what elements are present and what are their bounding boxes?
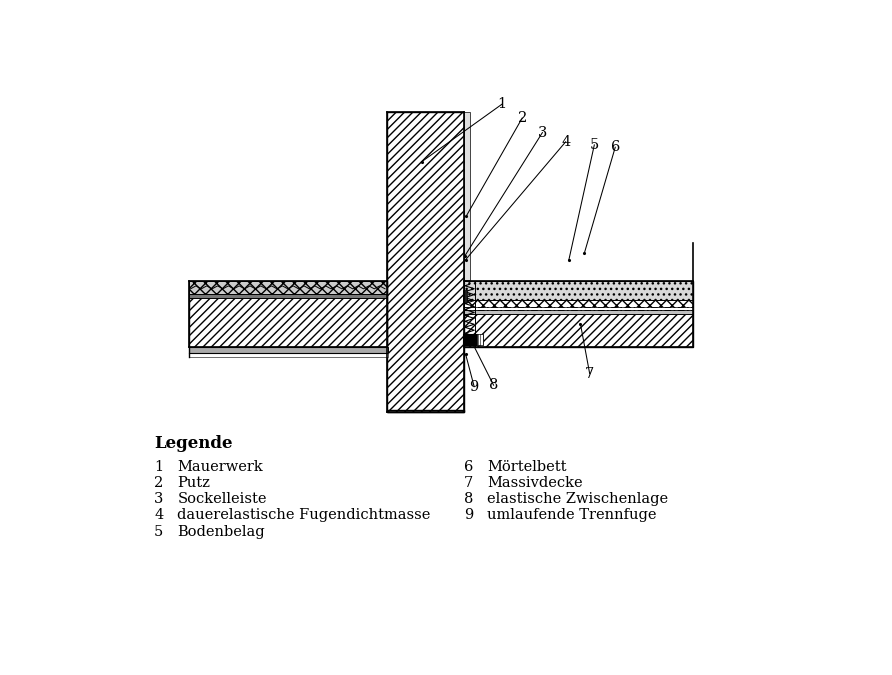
Bar xyxy=(464,300,693,310)
Text: 8: 8 xyxy=(489,378,499,392)
Text: 9: 9 xyxy=(469,380,479,394)
Bar xyxy=(189,294,386,298)
Bar xyxy=(386,112,464,412)
Text: dauerelastische Fugendichtmasse: dauerelastische Fugendichtmasse xyxy=(178,508,431,522)
Bar xyxy=(464,112,469,279)
Text: Bodenbelag: Bodenbelag xyxy=(178,524,265,539)
Text: 2: 2 xyxy=(517,111,527,125)
Text: 4: 4 xyxy=(154,508,163,522)
Text: Mörtelbett: Mörtelbett xyxy=(487,460,567,474)
Text: Mauerwerk: Mauerwerk xyxy=(178,460,263,474)
Bar xyxy=(476,334,483,345)
Text: 2: 2 xyxy=(154,476,163,490)
Bar xyxy=(463,290,467,302)
Text: 8: 8 xyxy=(464,492,474,506)
Bar xyxy=(464,310,693,315)
Text: 4: 4 xyxy=(561,135,570,148)
Text: 5: 5 xyxy=(590,138,599,152)
Text: Legende: Legende xyxy=(154,435,233,452)
Text: 3: 3 xyxy=(538,126,547,140)
Text: 7: 7 xyxy=(585,367,594,381)
Bar xyxy=(464,281,693,300)
Bar xyxy=(464,281,693,347)
Bar xyxy=(463,334,476,345)
Text: 1: 1 xyxy=(154,460,163,474)
Text: 6: 6 xyxy=(610,140,620,154)
Text: 9: 9 xyxy=(464,508,474,522)
Bar xyxy=(189,281,386,347)
Bar xyxy=(189,347,388,353)
Text: 5: 5 xyxy=(154,524,163,539)
Text: Putz: Putz xyxy=(178,476,211,490)
Bar xyxy=(189,281,386,294)
Text: 1: 1 xyxy=(498,97,507,111)
Text: Sockelleiste: Sockelleiste xyxy=(178,492,267,506)
Text: 6: 6 xyxy=(464,460,474,474)
Text: umlaufende Trennfuge: umlaufende Trennfuge xyxy=(487,508,657,522)
Text: 7: 7 xyxy=(464,476,474,490)
Bar xyxy=(386,410,464,412)
Bar xyxy=(189,353,388,358)
Bar xyxy=(464,307,693,310)
Text: 3: 3 xyxy=(154,492,163,506)
Text: Massivdecke: Massivdecke xyxy=(487,476,583,490)
Text: elastische Zwischenlage: elastische Zwischenlage xyxy=(487,492,668,506)
